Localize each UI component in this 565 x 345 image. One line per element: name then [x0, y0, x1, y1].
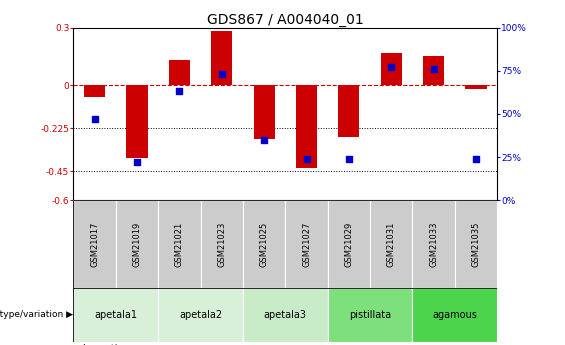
Bar: [285, 200, 328, 288]
Point: [132, 159, 141, 165]
Bar: [328, 288, 412, 342]
Text: GSM21033: GSM21033: [429, 221, 438, 267]
Point: [259, 137, 269, 142]
Bar: [243, 288, 328, 342]
Bar: [370, 200, 412, 288]
Text: log ratio: log ratio: [83, 344, 123, 345]
Text: GSM21023: GSM21023: [218, 221, 226, 267]
Point: [302, 156, 311, 161]
Text: GSM21031: GSM21031: [387, 221, 396, 267]
Bar: [127, 85, 147, 158]
Point: [344, 156, 354, 161]
Text: GSM21027: GSM21027: [302, 221, 311, 267]
Point: [175, 89, 184, 94]
Text: agamous: agamous: [432, 310, 477, 320]
Text: GSM21021: GSM21021: [175, 221, 184, 267]
Bar: [73, 200, 116, 288]
Bar: [296, 85, 317, 168]
Text: genotype/variation ▶: genotype/variation ▶: [0, 310, 72, 319]
Text: pistillata: pistillata: [349, 310, 391, 320]
Bar: [158, 288, 243, 342]
Bar: [243, 200, 285, 288]
Text: GSM21019: GSM21019: [133, 221, 141, 267]
Bar: [423, 56, 444, 85]
Bar: [412, 200, 455, 288]
Bar: [412, 288, 497, 342]
Bar: [84, 85, 105, 97]
Point: [217, 71, 226, 77]
Point: [386, 65, 396, 70]
Point: [471, 156, 480, 161]
Text: apetala3: apetala3: [264, 310, 307, 320]
Bar: [455, 200, 497, 288]
Text: GSM21029: GSM21029: [345, 221, 353, 267]
Point: [90, 116, 99, 122]
Bar: [254, 85, 275, 139]
Bar: [211, 31, 232, 85]
Text: GSM21035: GSM21035: [472, 221, 480, 267]
Bar: [73, 288, 158, 342]
Text: GSM21017: GSM21017: [90, 221, 99, 267]
Text: apetala1: apetala1: [94, 310, 137, 320]
Bar: [201, 200, 243, 288]
Point: [429, 66, 438, 72]
Bar: [169, 60, 190, 85]
Bar: [116, 200, 158, 288]
Bar: [338, 85, 359, 137]
Text: apetala2: apetala2: [179, 310, 222, 320]
Bar: [466, 85, 486, 89]
Bar: [158, 200, 201, 288]
Bar: [381, 52, 402, 85]
Bar: [328, 200, 370, 288]
Title: GDS867 / A004040_01: GDS867 / A004040_01: [207, 12, 364, 27]
Text: GSM21025: GSM21025: [260, 221, 268, 267]
